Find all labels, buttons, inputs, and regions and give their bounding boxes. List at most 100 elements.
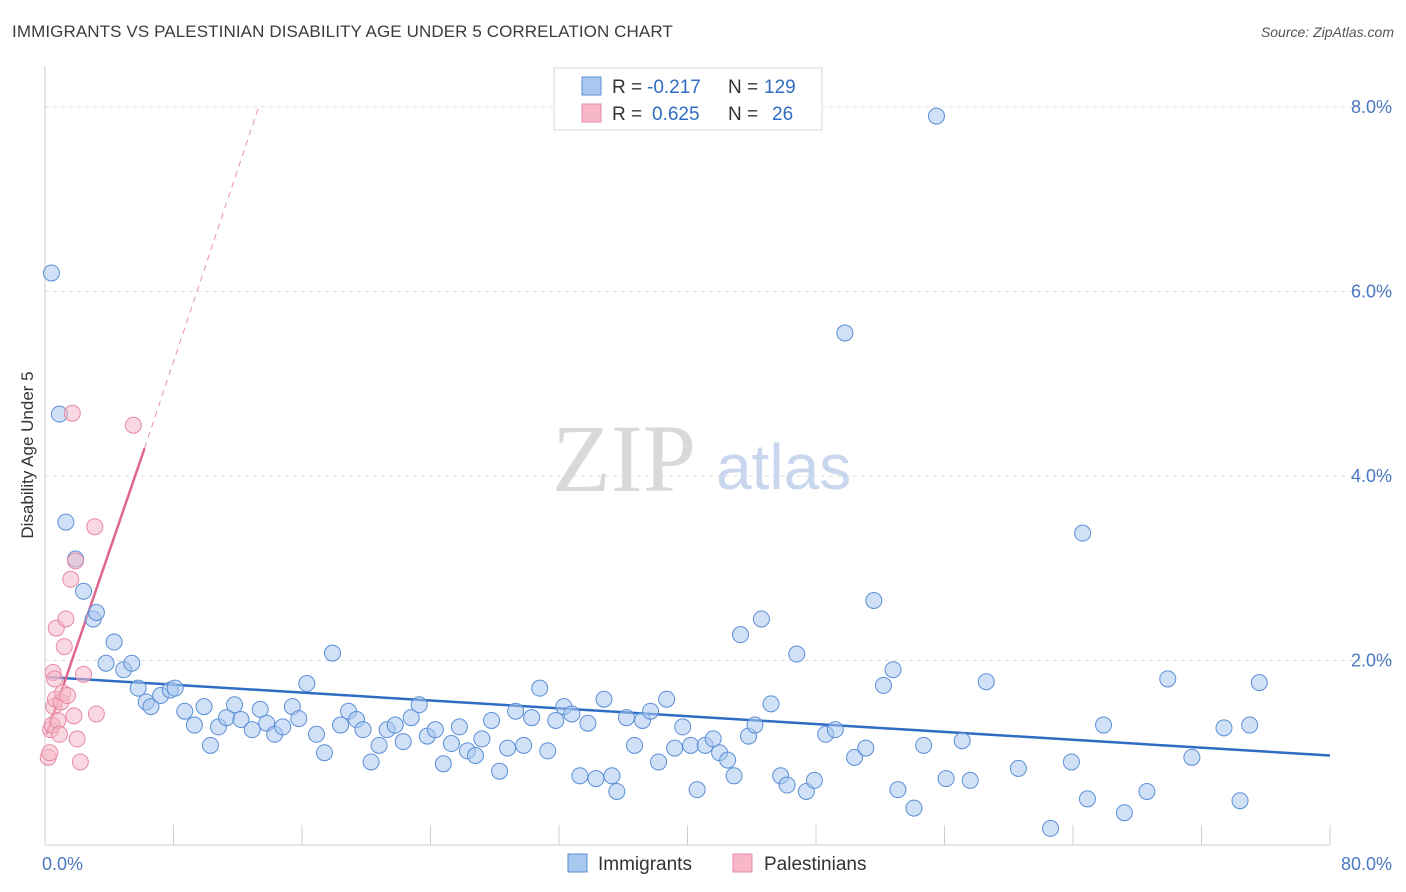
palestinians-point-10 xyxy=(50,725,68,743)
immigrants-point-40 xyxy=(362,753,380,771)
immigrants-point-117 xyxy=(1078,790,1096,808)
palestinians-point-24 xyxy=(87,705,105,723)
palestinians-trend-extrapolated xyxy=(144,106,260,449)
immigrants-point-39 xyxy=(354,721,372,739)
immigrants-point-16 xyxy=(166,679,184,697)
immigrants-point-104 xyxy=(884,661,902,679)
immigrants-point-18 xyxy=(185,716,203,734)
immigrants-point-111 xyxy=(961,771,979,789)
immigrants-point-121 xyxy=(1159,670,1177,688)
legend-bottom-swatch-immigrants xyxy=(567,853,588,873)
immigrants-trend-line xyxy=(48,675,1331,757)
immigrants-point-26 xyxy=(251,700,269,718)
legend-bottom: Immigrants Palestinians xyxy=(567,853,866,875)
immigrants-point-49 xyxy=(434,755,452,773)
immigrants-point-11 xyxy=(129,679,147,697)
source-credit: Source: ZipAtlas.com xyxy=(1260,24,1394,40)
immigrants-point-79 xyxy=(674,718,692,736)
immigrants-point-108 xyxy=(927,107,945,125)
immigrants-point-90 xyxy=(752,610,770,628)
immigrants-point-115 xyxy=(1062,753,1080,771)
immigrants-point-87 xyxy=(732,626,750,644)
palestinians-point-21 xyxy=(71,753,89,771)
immigrants-point-110 xyxy=(953,732,971,750)
immigrants-point-118 xyxy=(1095,716,1113,734)
immigrants-point-43 xyxy=(386,716,404,734)
immigrants-point-25 xyxy=(243,721,261,739)
immigrants-point-114 xyxy=(1042,819,1060,837)
legend-bottom-label-palestinians: Palestinians xyxy=(764,854,866,875)
legend-r-value-2: 0.625 xyxy=(652,104,700,125)
legend-n-label-1: N = xyxy=(728,77,758,98)
legend-bottom-label-immigrants: Immigrants xyxy=(598,854,692,875)
axes xyxy=(44,66,1331,846)
legend-bottom-swatch-palestinians xyxy=(732,853,753,873)
immigrants-point-77 xyxy=(658,690,676,708)
immigrants-point-48 xyxy=(426,721,444,739)
immigrants-point-54 xyxy=(473,730,491,748)
immigrants-point-67 xyxy=(579,714,597,732)
immigrants-point-20 xyxy=(201,736,219,754)
immigrants-point-78 xyxy=(666,739,684,757)
immigrants-point-66 xyxy=(571,767,589,785)
immigrants-point-23 xyxy=(226,696,244,714)
legend-n-value-1: 129 xyxy=(764,77,796,98)
immigrants-point-33 xyxy=(307,725,325,743)
immigrants-point-120 xyxy=(1138,782,1156,800)
palestinians-point-6 xyxy=(46,670,64,688)
immigrants-point-83 xyxy=(704,730,722,748)
legend-n-value-2: 26 xyxy=(772,104,793,125)
y-axis-title: Disability Age Under 5 xyxy=(18,371,37,538)
immigrants-point-2 xyxy=(57,513,75,531)
immigrants-point-123 xyxy=(1215,719,1233,737)
immigrants-point-113 xyxy=(1009,759,1027,777)
immigrants-point-75 xyxy=(642,702,660,720)
legend-r-label-1: R = xyxy=(612,77,642,98)
y-tick-label-0: 2.0% xyxy=(1351,650,1392,670)
palestinians-point-23 xyxy=(86,518,104,536)
immigrants-point-56 xyxy=(491,762,509,780)
immigrants-point-58 xyxy=(507,702,525,720)
immigrants-point-106 xyxy=(905,799,923,817)
immigrants-point-53 xyxy=(466,747,484,765)
palestinians-point-15 xyxy=(58,687,76,705)
immigrants-point-99 xyxy=(836,324,854,342)
watermark-atlas: atlas xyxy=(716,431,851,503)
immigrants-point-85 xyxy=(719,751,737,769)
palestinians-point-18 xyxy=(65,707,83,725)
immigrants-point-122 xyxy=(1183,748,1201,766)
immigrants-point-98 xyxy=(826,721,844,739)
immigrants-point-24 xyxy=(232,711,250,729)
grid-lines xyxy=(45,106,1392,661)
immigrants-point-29 xyxy=(274,718,292,736)
watermark-zip: ZIP xyxy=(552,405,696,512)
y-tick-label-3: 8.0% xyxy=(1351,97,1392,117)
immigrants-point-73 xyxy=(625,736,643,754)
immigrants-point-51 xyxy=(450,718,468,736)
palestinians-point-20 xyxy=(68,730,86,748)
immigrants-point-124 xyxy=(1231,792,1249,810)
immigrants-point-57 xyxy=(499,739,517,757)
immigrants-point-89 xyxy=(746,716,764,734)
immigrants-point-119 xyxy=(1115,804,1133,822)
immigrants-point-105 xyxy=(889,781,907,799)
y-tick-label-2: 6.0% xyxy=(1351,281,1392,301)
immigrants-point-36 xyxy=(332,716,350,734)
legend-n-label-2: N = xyxy=(728,104,758,125)
palestinians-point-13 xyxy=(55,638,73,656)
immigrants-point-68 xyxy=(587,770,605,788)
immigrants-point-76 xyxy=(650,753,668,771)
chart-title: IMMIGRANTS VS PALESTINIAN DISABILITY AGE… xyxy=(12,22,673,41)
immigrants-point-125 xyxy=(1241,716,1259,734)
immigrants-point-112 xyxy=(977,673,995,691)
immigrants-point-17 xyxy=(176,702,194,720)
immigrants-point-0 xyxy=(42,264,60,282)
immigrants-point-126 xyxy=(1250,674,1268,692)
immigrants-point-69 xyxy=(595,690,613,708)
immigrants-point-41 xyxy=(370,736,388,754)
immigrants-point-50 xyxy=(442,735,460,753)
immigrants-point-8 xyxy=(97,654,115,672)
immigrants-point-32 xyxy=(298,675,316,693)
immigrants-point-10 xyxy=(123,654,141,672)
